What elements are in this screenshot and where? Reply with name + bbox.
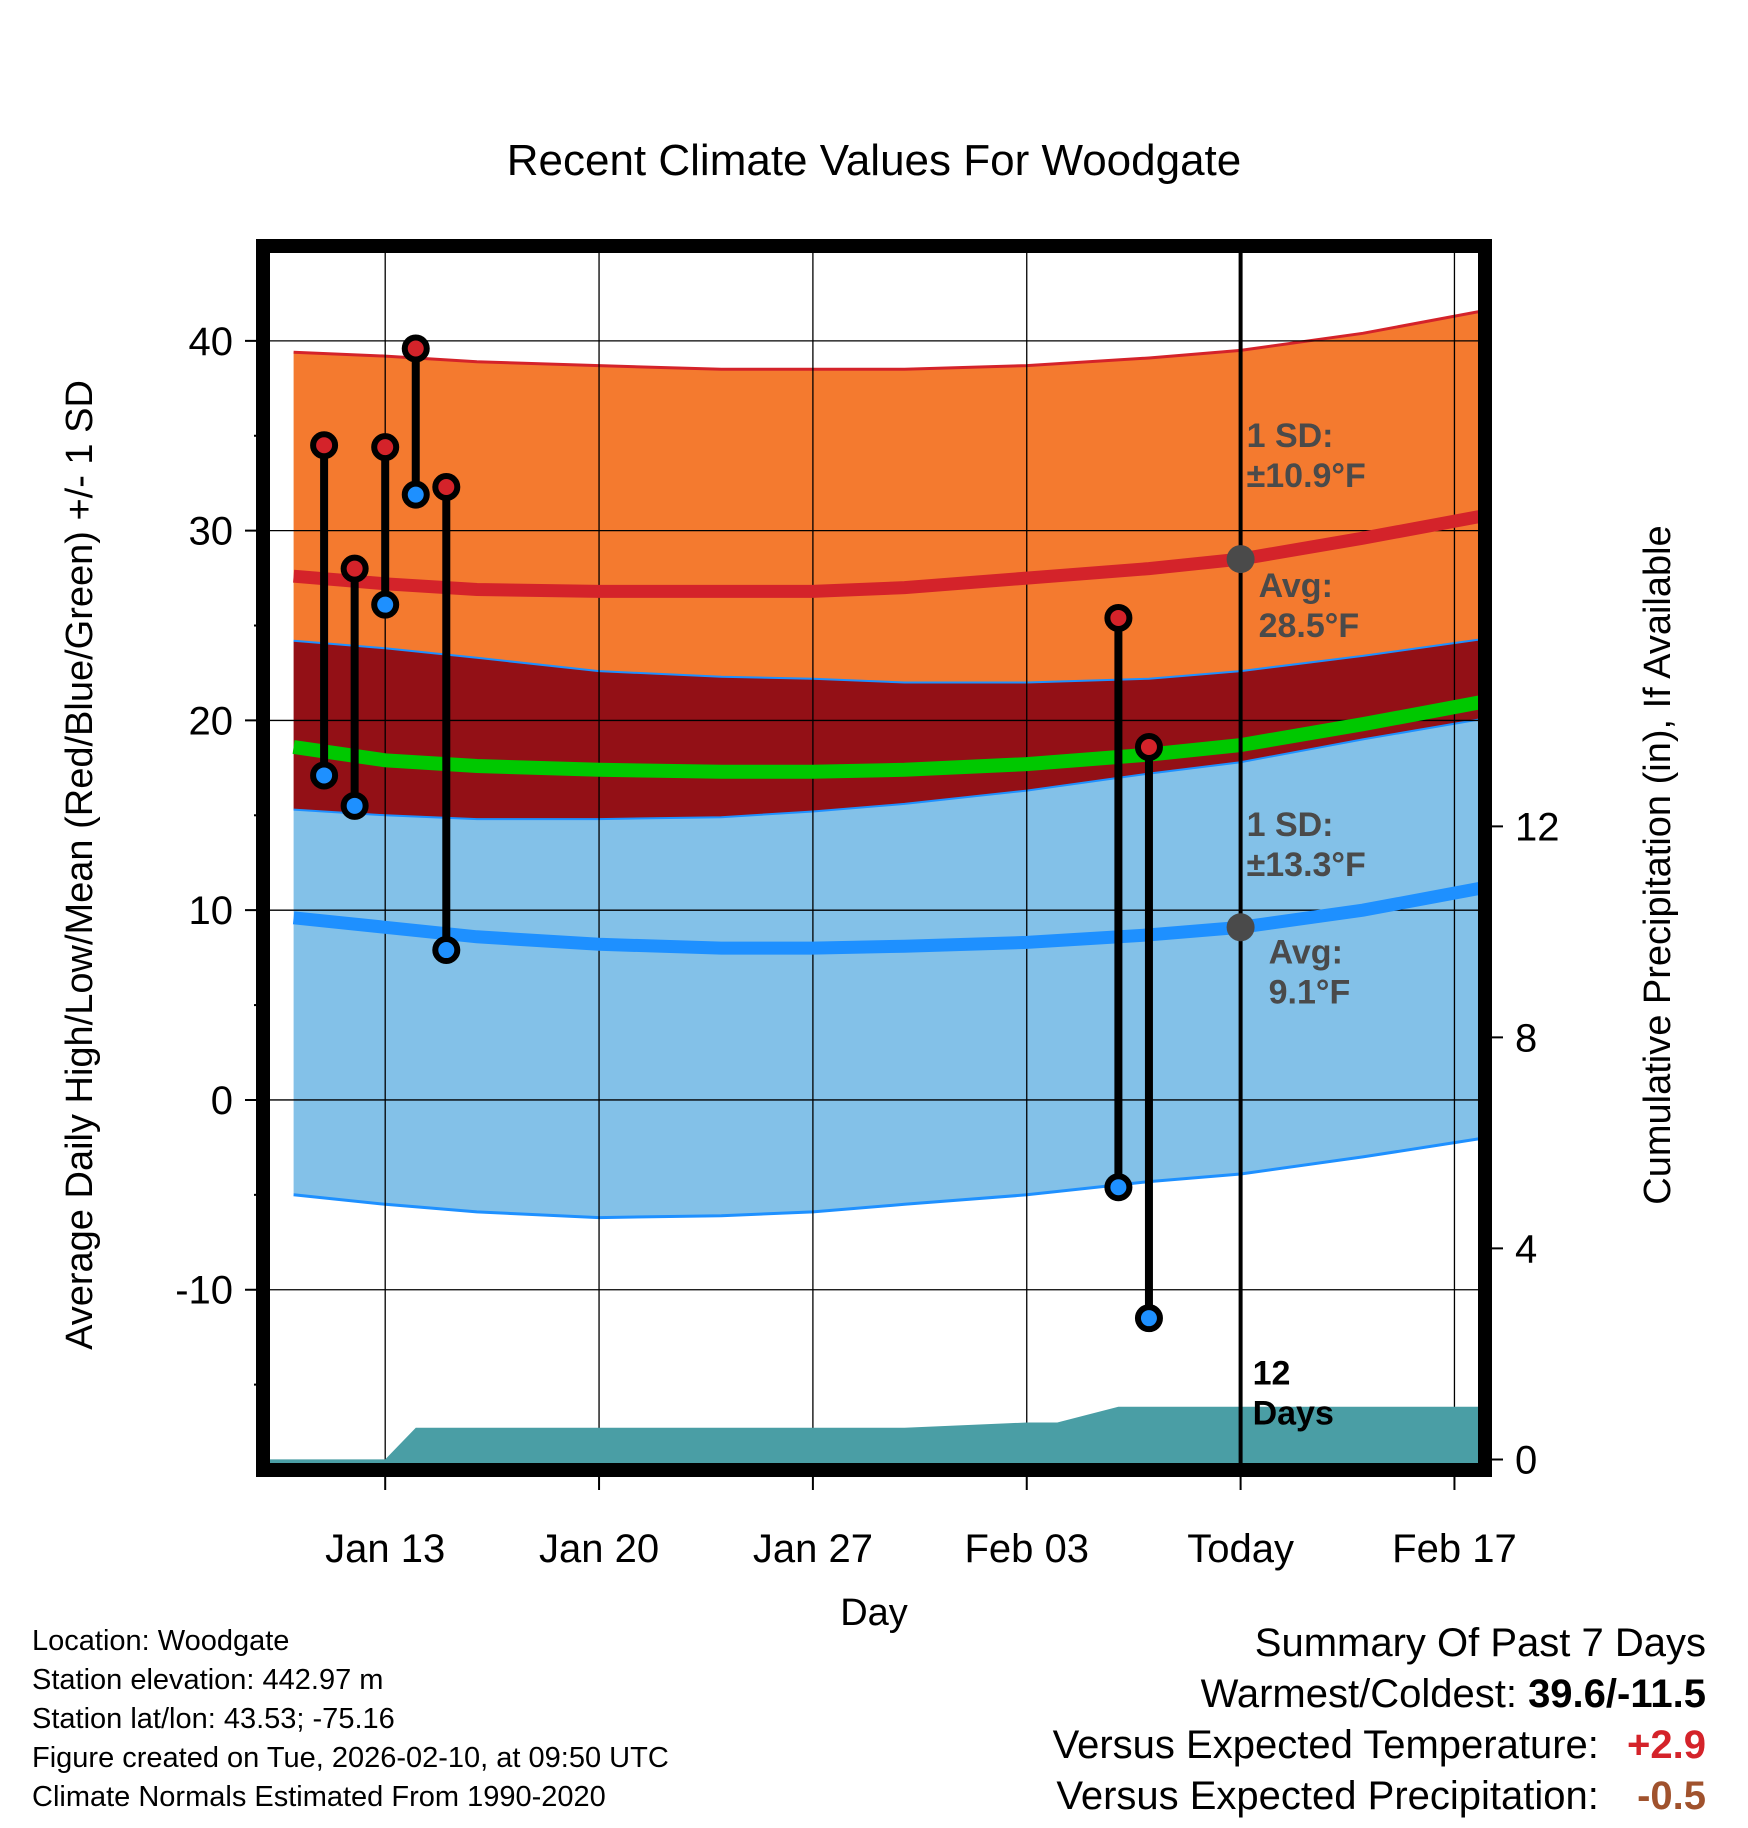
normal-mean-line	[292, 694, 1485, 779]
high-avg-annotation: Avg: 28.5°F	[1259, 567, 1360, 645]
precip-area	[263, 1406, 1479, 1470]
obs-low-point	[401, 480, 430, 509]
low-avg-annotation-line: Avg:	[1269, 933, 1343, 971]
summary-precip: Versus Expected Precipitation: -0.5	[1053, 1771, 1706, 1822]
low-sd-annotation: 1 SD: ±13.3°F	[1247, 806, 1366, 884]
high-avg-marker	[1226, 545, 1255, 574]
low-avg-annotation: Avg: 9.1°F	[1269, 933, 1351, 1011]
precip-label: Versus Expected Precipitation:	[1056, 1774, 1599, 1818]
temp-label: Versus Expected Temperature:	[1052, 1723, 1599, 1767]
x-tick-label: Jan 20	[539, 1527, 659, 1571]
precip-value: -0.5	[1637, 1774, 1706, 1818]
obs-low-point	[340, 791, 369, 820]
low-sd-annotation-line: ±13.3°F	[1247, 846, 1366, 884]
y-tick-label: 40	[189, 320, 234, 364]
low-sd-band	[293, 718, 1485, 1218]
chart-title: Recent Climate Values For Woodgate	[507, 136, 1242, 185]
summary-warm-cold: Warmest/Coldest: 39.6/-11.5	[1053, 1669, 1706, 1720]
temp-value: +2.9	[1627, 1723, 1706, 1767]
elevation-text: Station elevation: 442.97 m	[32, 1664, 384, 1696]
low-sd-annotation-line: 1 SD:	[1247, 806, 1334, 844]
obs-high-point	[1104, 603, 1133, 632]
high-upper-edge	[293, 309, 1485, 371]
obs-high-point	[401, 334, 430, 363]
days-annotation: 12 Days	[1253, 1355, 1334, 1433]
y-tick-label: 30	[189, 510, 234, 554]
obs-low-point	[310, 761, 339, 790]
y2-tick-label: 0	[1515, 1438, 1537, 1482]
warm-cold-value: 39.6/-11.5	[1528, 1672, 1706, 1716]
obs-low-point	[1104, 1173, 1133, 1202]
low-upper-edge	[293, 717, 1485, 821]
obs-low-point	[1134, 1304, 1163, 1333]
y-tick-label: 20	[189, 699, 234, 743]
station-info: Location: Woodgate Station elevation: 44…	[32, 1622, 669, 1817]
y2-tick-label: 12	[1515, 805, 1560, 849]
plot-frame	[256, 239, 1492, 1477]
obs-high-point	[340, 554, 369, 583]
y2-axis-label: Cumulative Precipitation (in), If Availa…	[1637, 525, 1679, 1204]
days-annotation-line: 12	[1253, 1355, 1291, 1393]
obs-high-point	[371, 433, 400, 462]
summary-panel: Summary Of Past 7 Days Warmest/Coldest: …	[1053, 1618, 1706, 1822]
obs-high-point	[1134, 732, 1163, 761]
obs-high-point	[432, 473, 461, 502]
warm-cold-label: Warmest/Coldest:	[1200, 1672, 1517, 1716]
x-tick-label: Jan 13	[325, 1527, 445, 1571]
y-tick-label: 10	[189, 889, 234, 933]
low-avg-annotation-line: 9.1°F	[1269, 973, 1351, 1011]
high-sd-annotation: 1 SD: ±10.9°F	[1247, 417, 1366, 495]
low-lower-edge	[293, 1136, 1485, 1220]
high-lower-edge	[293, 637, 1485, 684]
normals-text: Climate Normals Estimated From 1990-2020	[32, 1781, 606, 1813]
summary-temp: Versus Expected Temperature: +2.9	[1053, 1720, 1706, 1771]
high-sd-annotation-line: 1 SD:	[1247, 417, 1334, 455]
obs-high-point	[310, 431, 339, 460]
y-tick-label: -10	[175, 1269, 233, 1313]
high-avg-annotation-line: 28.5°F	[1259, 607, 1360, 645]
y-axis-label: Average Daily High/Low/Mean (Red/Blue/Gr…	[59, 380, 101, 1350]
high-avg-annotation-line: Avg:	[1259, 567, 1333, 605]
x-axis-label: Day	[840, 1592, 908, 1634]
created-text: Figure created on Tue, 2026-02-10, at 09…	[32, 1742, 669, 1774]
location-text: Location: Woodgate	[32, 1625, 290, 1657]
high-sd-annotation-line: ±10.9°F	[1247, 457, 1366, 495]
x-tick-label: Jan 27	[753, 1527, 873, 1571]
x-tick-label: Today	[1187, 1527, 1294, 1571]
y-tick-label: 0	[211, 1079, 233, 1123]
x-tick-label: Feb 03	[964, 1527, 1089, 1571]
y2-tick-label: 4	[1515, 1227, 1537, 1271]
normal-high-line	[293, 509, 1485, 598]
days-annotation-line: Days	[1253, 1395, 1334, 1433]
low-avg-marker	[1226, 913, 1255, 942]
obs-low-point	[432, 936, 461, 965]
summary-title: Summary Of Past 7 Days	[1254, 1621, 1706, 1665]
obs-low-point	[371, 590, 400, 619]
x-tick-label: Feb 17	[1392, 1527, 1517, 1571]
normal-low-line	[292, 881, 1485, 955]
latlon-text: Station lat/lon: 43.53; -75.16	[32, 1703, 395, 1735]
y2-tick-label: 8	[1515, 1016, 1537, 1060]
